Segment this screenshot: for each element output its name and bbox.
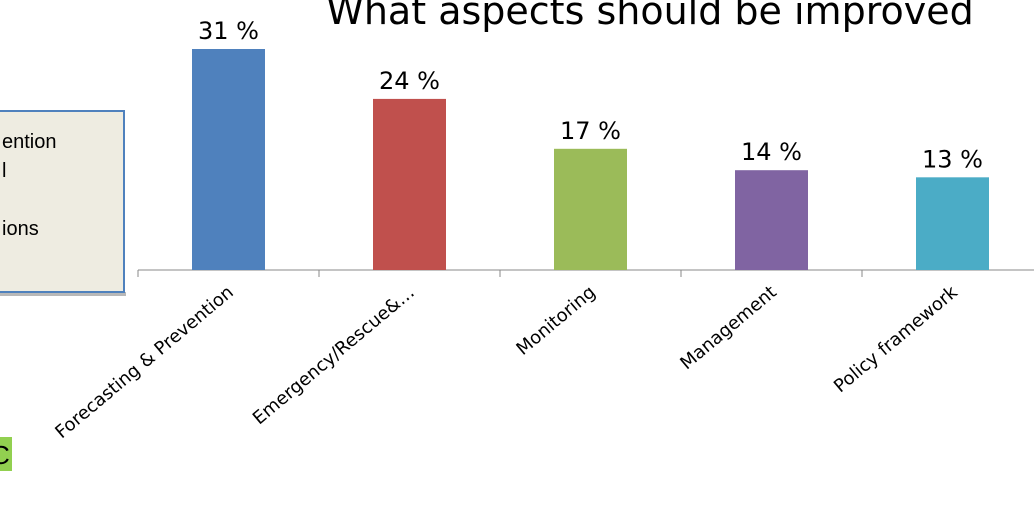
- bar: [373, 98, 446, 270]
- bar: [735, 170, 808, 270]
- category-labels: Forecasting & Prevention Emergency/Rescue…: [51, 281, 962, 443]
- category-label: Management: [676, 282, 780, 374]
- side-tag-box: [0, 437, 12, 471]
- bar: [554, 148, 627, 270]
- x-axis: [137, 269, 1034, 277]
- side-note-line: ention: [2, 131, 57, 153]
- side-tag-text: C: [0, 440, 10, 470]
- side-note-line: ions: [2, 218, 39, 240]
- chart-title: What aspects should be improved: [326, 0, 973, 33]
- side-note-layer: ention l ions C: [0, 110, 126, 471]
- data-label: 17 %: [560, 117, 621, 145]
- side-note-line: l: [2, 160, 6, 182]
- data-labels: 31 % 24 % 17 % 14 % 13 %: [198, 17, 983, 173]
- bars: [192, 49, 989, 270]
- data-label: 24 %: [379, 67, 440, 95]
- side-note-box: [0, 110, 125, 293]
- data-label: 31 %: [198, 17, 259, 45]
- data-label: 13 %: [922, 145, 983, 173]
- side-note-shadow: [0, 292, 126, 296]
- bar: [192, 49, 265, 270]
- data-label: 14 %: [741, 138, 802, 166]
- category-label: Emergency/Rescue&…: [249, 282, 419, 429]
- bar: [916, 177, 989, 270]
- category-label: Policy framework: [830, 281, 962, 397]
- category-label: Forecasting & Prevention: [51, 282, 237, 443]
- category-label: Monitoring: [512, 282, 599, 360]
